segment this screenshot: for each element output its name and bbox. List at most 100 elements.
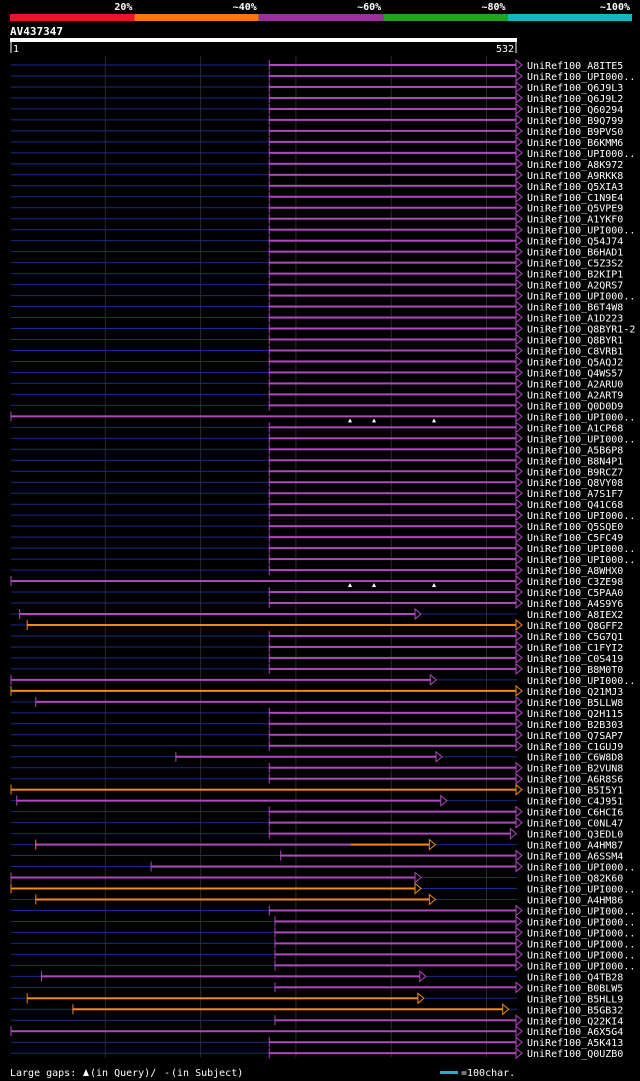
- hit-label[interactable]: UniRef100_Q0D0D9: [527, 401, 623, 412]
- hit-label[interactable]: UniRef100_Q5VPE9: [527, 204, 623, 215]
- hit-label[interactable]: UniRef100_UPI000..: [527, 511, 635, 522]
- hit-row[interactable]: UniRef100_C0NL47: [11, 816, 623, 830]
- hit-row[interactable]: UniRef100_A5K413: [11, 1036, 623, 1049]
- hit-label[interactable]: UniRef100_Q54J74: [527, 237, 623, 248]
- hit-row[interactable]: UniRef100_B5LLW8: [11, 695, 623, 709]
- hit-row[interactable]: UniRef100_Q8GFF2: [11, 618, 623, 632]
- hit-row[interactable]: UniRef100_Q6J9L2: [11, 91, 623, 105]
- hit-row[interactable]: UniRef100_A1D223: [11, 311, 623, 325]
- hit-row[interactable]: UniRef100_Q54J74: [11, 234, 623, 248]
- hit-label[interactable]: UniRef100_C5FC49: [527, 533, 623, 544]
- hit-row[interactable]: UniRef100_C8VRB1: [11, 344, 623, 357]
- hit-label[interactable]: UniRef100_A7S1F7: [527, 489, 623, 500]
- hit-label[interactable]: UniRef100_A2ART9: [527, 390, 623, 401]
- hit-label[interactable]: UniRef100_UPI000..: [527, 863, 635, 874]
- hit-row[interactable]: UniRef100_Q8VY08: [11, 476, 623, 489]
- hit-row[interactable]: UniRef100_A2ARU0: [11, 377, 623, 390]
- hit-row[interactable]: UniRef100_Q21MJ3: [10, 684, 623, 698]
- hit-row[interactable]: UniRef100_A9RKK8: [11, 168, 623, 182]
- hit-label[interactable]: UniRef100_A1YKF0: [527, 215, 623, 226]
- hit-row[interactable]: UniRef100_C4J951: [11, 794, 623, 808]
- hit-row[interactable]: UniRef100_UPI000..: [11, 509, 635, 522]
- hit-label[interactable]: UniRef100_UPI000..: [527, 676, 635, 687]
- hit-label[interactable]: UniRef100_A2ARU0: [527, 379, 623, 390]
- hit-row[interactable]: UniRef100_UPI000..: [11, 542, 635, 555]
- hit-row[interactable]: UniRef100_UPI000..: [10, 882, 635, 896]
- hit-row[interactable]: UniRef100_Q4WS57: [11, 366, 623, 379]
- hit-label[interactable]: UniRef100_B5HLL9: [527, 994, 623, 1005]
- hit-label[interactable]: UniRef100_B8N4P1: [527, 456, 623, 467]
- hit-label[interactable]: UniRef100_B6T4W8: [527, 303, 623, 314]
- hit-row[interactable]: UniRef100_C5Z3S2: [11, 256, 623, 270]
- hit-row[interactable]: UniRef100_UPI000..: [10, 410, 635, 423]
- hit-row[interactable]: UniRef100_UPI000..: [11, 904, 635, 917]
- hit-label[interactable]: UniRef100_B9Q799: [527, 116, 623, 127]
- hit-label[interactable]: UniRef100_UPI000..: [527, 906, 635, 917]
- hit-label[interactable]: UniRef100_Q6J9L3: [527, 83, 623, 94]
- hit-label[interactable]: UniRef100_UPI000..: [527, 434, 635, 445]
- hit-label[interactable]: UniRef100_UPI000..: [527, 961, 635, 972]
- hit-label[interactable]: UniRef100_B8M0T0: [527, 665, 623, 676]
- hit-label[interactable]: UniRef100_UPI000..: [527, 928, 635, 939]
- hit-row[interactable]: UniRef100_C5G7Q1: [11, 629, 623, 643]
- hit-row[interactable]: UniRef100_Q3EDL0: [11, 827, 623, 841]
- hit-row[interactable]: UniRef100_Q82K60: [10, 871, 623, 885]
- hit-label[interactable]: UniRef100_Q5AQJ2: [527, 357, 623, 368]
- hit-label[interactable]: UniRef100_C1FYI2: [527, 643, 623, 654]
- hit-label[interactable]: UniRef100_A1CP68: [527, 423, 623, 434]
- hit-label[interactable]: UniRef100_C3ZE98: [527, 577, 623, 588]
- hit-label[interactable]: UniRef100_UPI000..: [527, 939, 635, 950]
- hit-label[interactable]: UniRef100_C0NL47: [527, 819, 623, 830]
- hit-row[interactable]: UniRef100_B6KMM6: [11, 135, 623, 149]
- hit-label[interactable]: UniRef100_C1GUJ9: [527, 742, 623, 753]
- hit-row[interactable]: UniRef100_Q5XIA3: [11, 179, 623, 193]
- hit-row[interactable]: UniRef100_Q0D0D9: [11, 399, 623, 412]
- hit-label[interactable]: UniRef100_B5I5Y1: [527, 786, 623, 797]
- hit-row[interactable]: UniRef100_Q7SAP7: [11, 728, 623, 742]
- hit-label[interactable]: UniRef100_Q8BYR1-2: [527, 325, 635, 336]
- hit-row[interactable]: UniRef100_C0S419: [11, 651, 623, 665]
- hit-label[interactable]: UniRef100_A6SSM4: [527, 852, 623, 863]
- hit-label[interactable]: UniRef100_B6KMM6: [527, 138, 623, 149]
- hit-label[interactable]: UniRef100_B5LLW8: [527, 698, 623, 709]
- hit-label[interactable]: UniRef100_A8ITE5: [527, 61, 623, 72]
- hit-label[interactable]: UniRef100_B2VUN8: [527, 764, 623, 775]
- hit-row[interactable]: UniRef100_UPI000..: [11, 915, 635, 928]
- hit-label[interactable]: UniRef100_UPI000..: [527, 72, 635, 83]
- hit-row[interactable]: UniRef100_C5FC49: [11, 531, 623, 544]
- hit-label[interactable]: UniRef100_Q41C68: [527, 500, 623, 511]
- hit-label[interactable]: UniRef100_UPI000..: [527, 544, 635, 555]
- hit-label[interactable]: UniRef100_B6HAD1: [527, 248, 623, 259]
- hit-label[interactable]: UniRef100_A5K413: [527, 1038, 623, 1049]
- hit-label[interactable]: UniRef100_A8K972: [527, 160, 623, 171]
- hit-row[interactable]: UniRef100_UPI000..: [11, 223, 635, 237]
- hit-row[interactable]: UniRef100_UPI000..: [11, 289, 635, 303]
- hit-label[interactable]: UniRef100_B2KIP1: [527, 270, 623, 281]
- hit-row[interactable]: UniRef100_Q6J9L3: [11, 80, 623, 94]
- hit-row[interactable]: UniRef100_A8WHX0: [11, 564, 623, 577]
- hit-label[interactable]: UniRef100_UPI000..: [527, 555, 635, 566]
- hit-row[interactable]: UniRef100_A2QRS7: [11, 278, 623, 292]
- hit-row[interactable]: UniRef100_A6R8S6: [11, 772, 623, 786]
- hit-row[interactable]: UniRef100_B2B303: [11, 717, 623, 731]
- hit-row[interactable]: UniRef100_B2KIP1: [11, 267, 623, 281]
- hit-label[interactable]: UniRef100_Q4WS57: [527, 368, 623, 379]
- hit-label[interactable]: UniRef100_Q22KI4: [527, 1016, 623, 1027]
- hit-row[interactable]: UniRef100_Q2H115: [11, 706, 623, 720]
- hit-label[interactable]: UniRef100_A8IEX2: [527, 610, 623, 621]
- hit-label[interactable]: UniRef100_A5B6P8: [527, 445, 623, 456]
- hit-label[interactable]: UniRef100_Q8VY08: [527, 478, 623, 489]
- hit-row[interactable]: UniRef100_A6X5G4: [10, 1025, 623, 1038]
- hit-row[interactable]: UniRef100_UPI000..: [11, 69, 635, 83]
- hit-label[interactable]: UniRef100_C6HCI6: [527, 808, 623, 819]
- hit-label[interactable]: UniRef100_C8VRB1: [527, 346, 623, 357]
- hit-label[interactable]: UniRef100_C1N9E4: [527, 193, 623, 204]
- hit-row[interactable]: UniRef100_B6HAD1: [11, 245, 623, 259]
- hit-row[interactable]: UniRef100_C1GUJ9: [11, 739, 623, 753]
- hit-label[interactable]: UniRef100_B9RCZ7: [527, 467, 623, 478]
- hit-row[interactable]: UniRef100_A4S9Y6: [11, 596, 623, 610]
- hit-row[interactable]: UniRef100_B9PVS0: [11, 124, 623, 138]
- hit-label[interactable]: UniRef100_Q5SQE0: [527, 522, 623, 533]
- hit-label[interactable]: UniRef100_C0S419: [527, 654, 623, 665]
- hit-row[interactable]: UniRef100_Q4TB28: [11, 970, 623, 983]
